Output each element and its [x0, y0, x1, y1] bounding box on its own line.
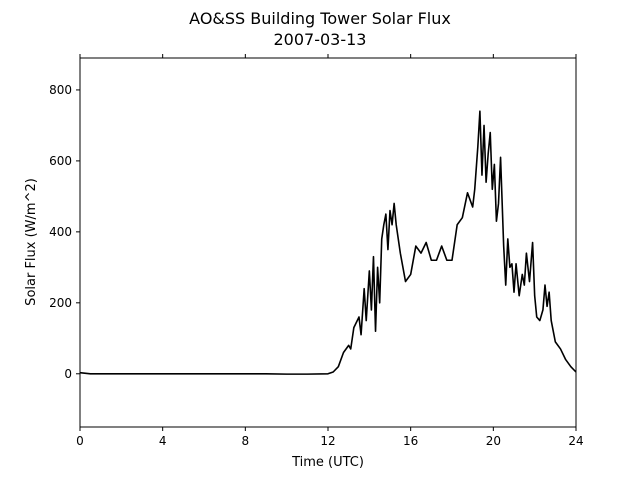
x-tick-label: 4: [159, 434, 167, 448]
chart-subtitle: 2007-03-13: [274, 30, 367, 49]
y-axis-label: Solar Flux (W/m^2): [24, 178, 39, 306]
x-tick-label: 20: [486, 434, 501, 448]
y-tick-label: 200: [49, 296, 72, 310]
x-axis-label: Time (UTC): [291, 455, 364, 470]
y-tick-label: 600: [49, 154, 72, 168]
x-tick-label: 8: [242, 434, 250, 448]
y-tick-label: 800: [49, 83, 72, 97]
x-tick-label: 16: [403, 434, 418, 448]
plot-frame: [79, 57, 577, 428]
data-line: [79, 110, 577, 375]
x-tick-label: 12: [320, 434, 335, 448]
chart-title: AO&SS Building Tower Solar Flux: [189, 9, 451, 28]
y-tick-label: 400: [49, 225, 72, 239]
x-tick-label: 24: [568, 434, 583, 448]
x-tick-label: 0: [76, 434, 84, 448]
y-tick-label: 0: [64, 367, 72, 381]
